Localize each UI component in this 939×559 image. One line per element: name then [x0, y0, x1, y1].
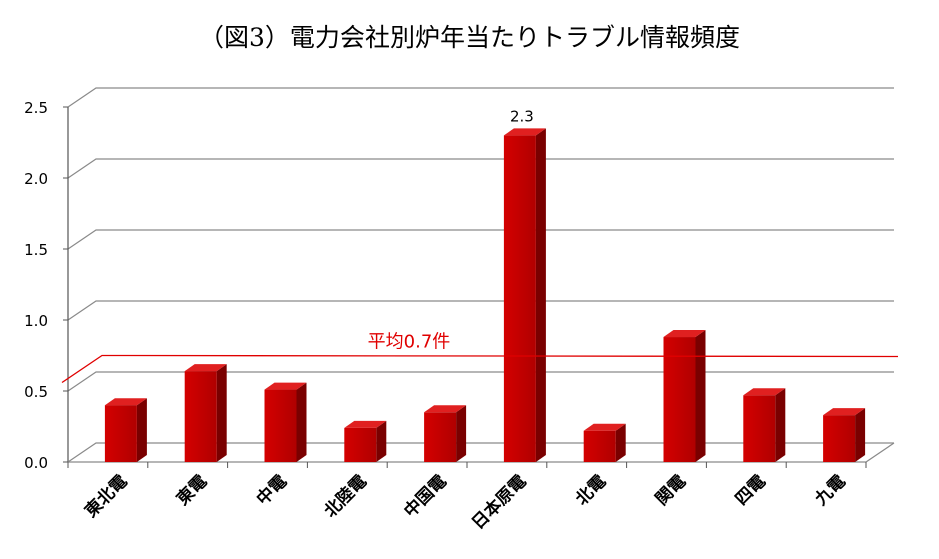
x-category-label: 東電 [172, 471, 211, 510]
bar-top [743, 388, 786, 396]
chart-title: （図3）電力会社別炉年当たりトラブル情報頻度 [199, 23, 740, 52]
bar [104, 398, 147, 462]
bar [583, 423, 626, 462]
bars-layer [104, 128, 866, 462]
bar-front [663, 337, 696, 462]
gridline [67, 87, 894, 108]
x-category-label: 中国電 [400, 471, 451, 522]
bar-front [424, 412, 457, 462]
bar-front [104, 405, 137, 462]
bar-top [823, 408, 866, 416]
bar [184, 364, 227, 462]
bar-top [424, 405, 467, 413]
x-category-label: 東北電 [81, 471, 132, 522]
bar [823, 408, 866, 462]
bar-front [823, 415, 856, 462]
x-category-label: 九電 [811, 471, 850, 510]
bar-top [344, 420, 387, 428]
bar-front [184, 371, 217, 462]
bar-side [855, 408, 866, 462]
bar-side [456, 405, 467, 462]
average-label: 平均0.7件 [368, 332, 451, 353]
bar-front [583, 430, 616, 462]
gridline [67, 300, 894, 321]
bar-side [695, 330, 706, 462]
bar-side [376, 420, 387, 462]
x-category-label: 北電 [572, 471, 610, 509]
axis-layer [63, 106, 895, 468]
bar-side [615, 423, 626, 462]
gridline [67, 371, 894, 392]
bar-top [184, 364, 227, 372]
bar-front [743, 395, 776, 462]
bar-top [264, 382, 307, 390]
y-tick-label: 2.5 [24, 99, 48, 117]
x-category-label: 関電 [652, 471, 690, 509]
x-category-label: 四電 [732, 471, 770, 509]
x-category-label: 北陸電 [320, 471, 371, 522]
grid-layer [67, 87, 894, 463]
bar [743, 388, 786, 462]
bar-side [216, 364, 227, 462]
bar-side [775, 388, 786, 462]
data-label: 2.3 [510, 107, 534, 125]
bar [424, 405, 467, 462]
y-tick-label: 2.0 [24, 170, 48, 188]
x-category-label: 日本原電 [468, 471, 531, 534]
bar [264, 382, 307, 462]
y-tick-label: 1.0 [24, 312, 48, 330]
bar-top [583, 423, 626, 431]
bar [344, 420, 387, 462]
y-tick-label: 1.5 [24, 241, 48, 259]
bar-top [104, 398, 147, 406]
average-line [61, 354, 899, 384]
bar-side [535, 128, 546, 462]
bar-side [136, 398, 147, 462]
bar-front [344, 427, 377, 462]
bar-side [296, 382, 307, 462]
gridline [67, 229, 894, 250]
bar [663, 330, 706, 462]
bar-front [503, 135, 536, 462]
y-tick-label: 0.0 [24, 454, 48, 472]
bar-top [503, 128, 546, 136]
x-category-label: 中電 [252, 471, 291, 510]
gridline [67, 442, 894, 463]
bar-front [264, 389, 297, 462]
reference-layer [61, 354, 899, 384]
bar [503, 128, 546, 462]
y-tick-label: 0.5 [24, 383, 48, 401]
gridline [67, 158, 894, 179]
bar-top [663, 330, 706, 338]
